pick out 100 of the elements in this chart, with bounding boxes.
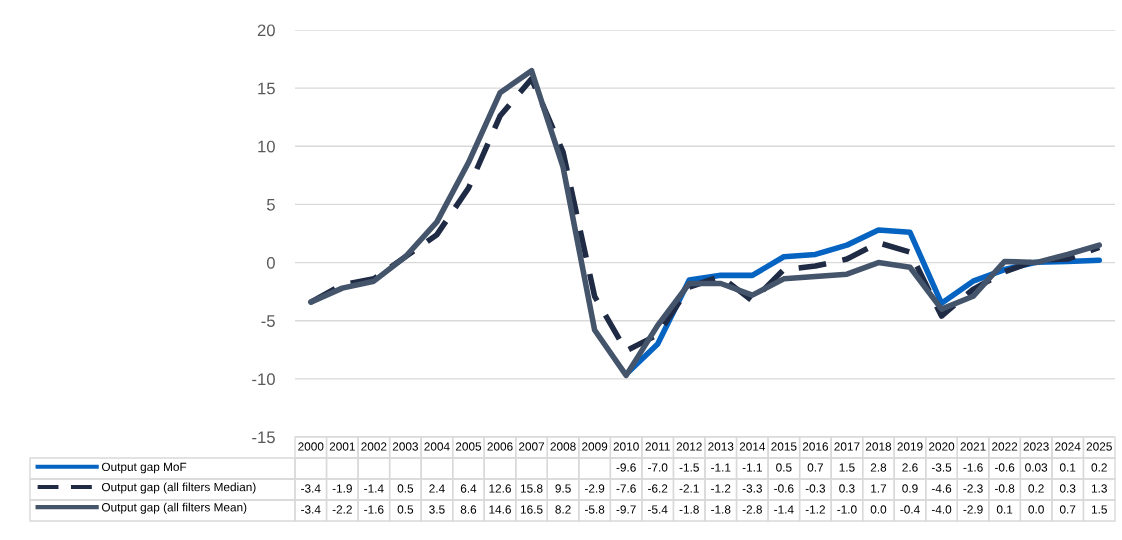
data-label: -2.1 <box>679 484 699 493</box>
data-label: 1.7 <box>871 484 887 493</box>
legend-label: Output gap (all filters Median) <box>101 482 256 494</box>
data-label: -1.2 <box>711 484 731 493</box>
data-label: 0.2 <box>1028 484 1044 493</box>
data-label: -2.2 <box>332 505 352 514</box>
data-label: -1.8 <box>711 505 731 514</box>
data-label: -4.6 <box>931 484 952 493</box>
data-label: 0.5 <box>397 505 414 514</box>
x-tick-label: 2002 <box>361 442 387 451</box>
data-label: 0.5 <box>397 484 414 493</box>
x-tick-label: 2009 <box>582 442 608 451</box>
data-label: 0.0 <box>1028 505 1044 514</box>
x-tick-label: 2020 <box>929 442 955 451</box>
x-tick-label: 2017 <box>834 442 860 451</box>
data-label: 2.6 <box>902 463 918 472</box>
x-tick-label: 2024 <box>1055 442 1081 451</box>
data-label: -0.3 <box>805 484 826 493</box>
x-tick-label: 2011 <box>645 442 670 451</box>
data-label: 9.5 <box>555 484 571 493</box>
x-tick-label: 2005 <box>455 442 482 451</box>
data-label: 1.3 <box>1091 484 1107 493</box>
data-label: -3.4 <box>301 505 321 514</box>
y-tick-label: 10 <box>258 140 275 153</box>
data-label: 0.5 <box>776 463 792 472</box>
data-label: 0.3 <box>839 484 855 493</box>
data-label: 12.6 <box>489 484 511 493</box>
data-label: -1.1 <box>742 463 762 472</box>
x-tick-label: 2001 <box>329 442 355 451</box>
data-label: 6.4 <box>460 484 477 493</box>
x-tick-label: 2018 <box>865 442 892 451</box>
data-label: -2.9 <box>963 505 983 514</box>
data-label: 2.8 <box>870 463 887 472</box>
y-tick-label: -5 <box>261 315 275 327</box>
data-label: 0.9 <box>902 484 918 493</box>
data-label: -1.0 <box>837 505 857 514</box>
data-label: -5.8 <box>584 505 605 514</box>
x-tick-label: 2007 <box>519 442 545 451</box>
data-label: 14.6 <box>489 505 511 514</box>
data-label: 0.7 <box>807 463 823 472</box>
x-tick-label: 2023 <box>1023 442 1049 451</box>
data-label: 0.2 <box>1091 463 1107 472</box>
data-label: -2.8 <box>742 505 762 514</box>
x-tick-label: 2019 <box>897 442 923 451</box>
x-tick-label: 2003 <box>392 442 418 451</box>
data-label: -4.0 <box>931 505 952 514</box>
legend-label: Output gap MoF <box>101 462 187 474</box>
data-label: -1.4 <box>774 505 794 514</box>
data-label: 15.8 <box>520 484 543 493</box>
data-label: 0.1 <box>1059 463 1076 472</box>
x-tick-label: 2015 <box>771 442 797 451</box>
data-label: 0.1 <box>996 505 1013 514</box>
data-label: 1.5 <box>1091 505 1107 514</box>
y-tick-label: 15 <box>258 82 275 95</box>
data-label: 3.5 <box>429 505 445 514</box>
x-tick-label: 2004 <box>424 442 450 451</box>
data-label: -7.0 <box>648 463 668 472</box>
data-label: -1.6 <box>364 505 384 514</box>
data-label: -0.6 <box>994 463 1015 472</box>
x-tick-label: 2013 <box>708 442 734 451</box>
data-label: -6.2 <box>648 484 668 493</box>
legend-label: Output gap (all filters Mean) <box>101 502 247 514</box>
y-tick-label: 5 <box>266 199 275 211</box>
x-tick-label: 2025 <box>1086 442 1112 451</box>
data-label: 0.7 <box>1059 505 1076 514</box>
data-label: -1.2 <box>805 505 825 514</box>
y-tick-label: -10 <box>252 373 275 386</box>
data-label: -5.4 <box>648 505 668 514</box>
x-tick-label: 2010 <box>613 442 639 451</box>
data-label: -1.6 <box>963 463 983 472</box>
x-tick-label: 2016 <box>802 442 828 451</box>
x-tick-label: 2006 <box>487 442 513 451</box>
data-label: 8.6 <box>460 505 477 514</box>
y-tick-label: 20 <box>257 24 275 37</box>
data-label: 1.5 <box>839 463 855 472</box>
data-label: -2.9 <box>584 484 605 493</box>
data-label: 0.3 <box>1059 484 1076 493</box>
data-label: 8.2 <box>555 505 571 514</box>
data-label: -3.3 <box>742 484 762 493</box>
data-label: -3.5 <box>931 463 952 472</box>
x-tick-label: 2022 <box>992 442 1018 451</box>
data-label: -2.3 <box>963 484 983 493</box>
y-tick-label: 0 <box>266 256 275 269</box>
data-label: 2.4 <box>429 484 445 493</box>
y-tick-label: -15 <box>252 431 275 444</box>
data-label: -1.1 <box>711 463 731 472</box>
x-tick-label: 2014 <box>739 442 766 451</box>
x-tick-label: 2000 <box>298 442 324 451</box>
data-label: -0.4 <box>900 505 920 514</box>
x-tick-label: 2021 <box>960 442 986 451</box>
data-label: -0.6 <box>774 484 794 493</box>
data-label: -1.5 <box>679 463 699 472</box>
data-label: -1.8 <box>679 505 699 514</box>
x-tick-label: 2008 <box>550 442 576 451</box>
data-label: -1.9 <box>332 484 352 493</box>
data-label: -3.4 <box>301 484 321 493</box>
data-label: 0.0 <box>870 505 887 514</box>
data-label: 0.03 <box>1025 463 1048 472</box>
data-label: -9.7 <box>616 505 636 514</box>
data-label: -0.8 <box>994 484 1015 493</box>
